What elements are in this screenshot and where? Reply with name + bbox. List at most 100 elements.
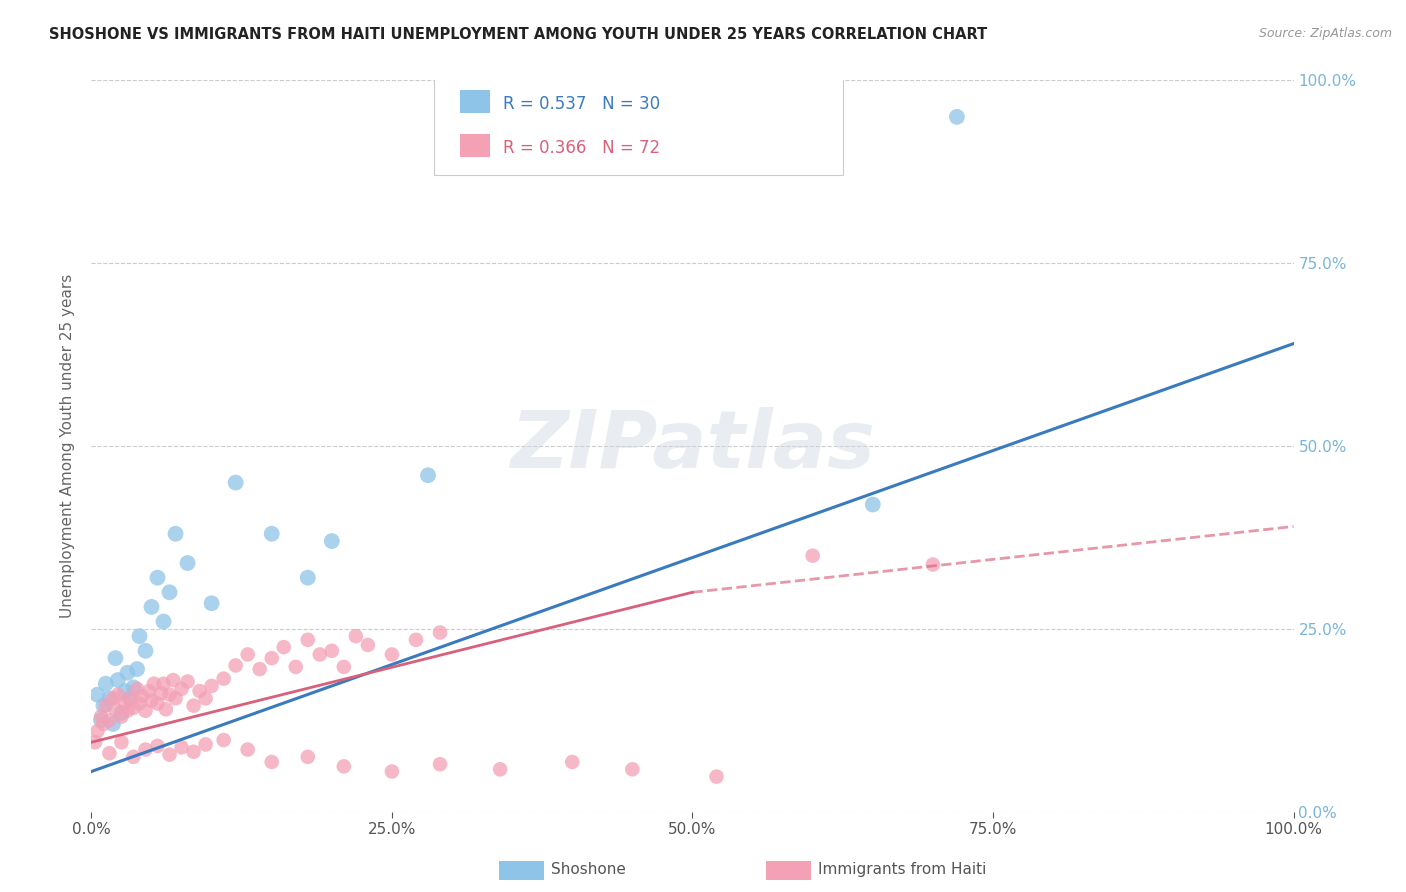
Point bbox=[344, 629, 367, 643]
Point bbox=[333, 660, 356, 674]
Point bbox=[101, 691, 124, 706]
Point bbox=[107, 688, 129, 702]
Point bbox=[176, 556, 198, 570]
Point bbox=[284, 660, 307, 674]
Point bbox=[405, 632, 427, 647]
Point bbox=[188, 684, 211, 698]
Point bbox=[429, 757, 451, 772]
Point bbox=[194, 691, 217, 706]
Point bbox=[128, 697, 150, 711]
Point bbox=[162, 673, 184, 687]
Point bbox=[170, 681, 193, 696]
Point bbox=[297, 571, 319, 585]
Point bbox=[297, 749, 319, 764]
Point bbox=[429, 625, 451, 640]
Point bbox=[98, 714, 121, 728]
Point bbox=[489, 762, 512, 776]
Point bbox=[357, 638, 380, 652]
Point bbox=[114, 684, 136, 698]
Point bbox=[212, 672, 235, 686]
Point bbox=[159, 688, 181, 702]
Point bbox=[260, 526, 283, 541]
Point bbox=[117, 704, 139, 718]
Point bbox=[212, 733, 235, 747]
Point bbox=[104, 651, 127, 665]
Point bbox=[170, 740, 193, 755]
Point bbox=[260, 651, 283, 665]
Point bbox=[165, 691, 187, 706]
Point bbox=[104, 702, 127, 716]
FancyBboxPatch shape bbox=[434, 77, 842, 176]
Point bbox=[236, 742, 259, 756]
Point bbox=[125, 681, 148, 696]
Point bbox=[122, 701, 145, 715]
Point bbox=[86, 688, 108, 702]
Point bbox=[107, 673, 129, 687]
Point bbox=[142, 676, 165, 690]
Point bbox=[98, 746, 121, 760]
Point bbox=[117, 665, 139, 680]
Point bbox=[165, 526, 187, 541]
Point bbox=[155, 702, 177, 716]
Bar bbox=[460, 90, 491, 113]
Point bbox=[138, 684, 160, 698]
Point bbox=[381, 648, 404, 662]
Point bbox=[152, 676, 174, 690]
Text: Source: ZipAtlas.com: Source: ZipAtlas.com bbox=[1258, 27, 1392, 40]
Point bbox=[125, 662, 148, 676]
Point bbox=[159, 585, 181, 599]
Point bbox=[150, 686, 173, 700]
Point bbox=[131, 689, 153, 703]
Text: Immigrants from Haiti: Immigrants from Haiti bbox=[818, 863, 987, 877]
Point bbox=[101, 717, 124, 731]
Bar bbox=[460, 134, 491, 157]
Point bbox=[93, 717, 115, 731]
Point bbox=[946, 110, 969, 124]
Point bbox=[159, 747, 181, 762]
Point bbox=[110, 735, 132, 749]
Text: Shoshone: Shoshone bbox=[551, 863, 626, 877]
Point bbox=[801, 549, 824, 563]
Point bbox=[225, 658, 247, 673]
Point bbox=[706, 770, 728, 784]
Point bbox=[94, 676, 117, 690]
Point bbox=[416, 468, 439, 483]
Text: R = 0.366   N = 72: R = 0.366 N = 72 bbox=[502, 139, 659, 157]
Point bbox=[273, 640, 295, 655]
Point bbox=[333, 759, 356, 773]
Point bbox=[84, 735, 107, 749]
Point bbox=[321, 644, 343, 658]
Point bbox=[260, 755, 283, 769]
Point bbox=[122, 681, 145, 695]
Point bbox=[183, 698, 205, 713]
Point bbox=[93, 698, 115, 713]
Point bbox=[94, 698, 117, 713]
Point bbox=[98, 691, 121, 706]
Point bbox=[381, 764, 404, 779]
Point bbox=[134, 742, 156, 756]
Point bbox=[194, 738, 217, 752]
Point bbox=[236, 648, 259, 662]
Point bbox=[146, 571, 169, 585]
Point bbox=[118, 691, 141, 706]
Point bbox=[90, 709, 112, 723]
Point bbox=[118, 691, 141, 706]
Point bbox=[176, 674, 198, 689]
Y-axis label: Unemployment Among Youth under 25 years: Unemployment Among Youth under 25 years bbox=[60, 274, 76, 618]
Point bbox=[621, 762, 644, 776]
Point bbox=[225, 475, 247, 490]
Point bbox=[862, 498, 884, 512]
Point bbox=[183, 745, 205, 759]
Point bbox=[122, 749, 145, 764]
Point bbox=[141, 599, 163, 614]
Point bbox=[114, 697, 136, 711]
Point bbox=[201, 679, 224, 693]
Point bbox=[922, 558, 945, 572]
Point bbox=[141, 693, 163, 707]
Point bbox=[297, 632, 319, 647]
Text: ZIPatlas: ZIPatlas bbox=[510, 407, 875, 485]
Point bbox=[146, 697, 169, 711]
Point bbox=[321, 534, 343, 549]
Point bbox=[308, 648, 330, 662]
Point bbox=[110, 706, 132, 720]
